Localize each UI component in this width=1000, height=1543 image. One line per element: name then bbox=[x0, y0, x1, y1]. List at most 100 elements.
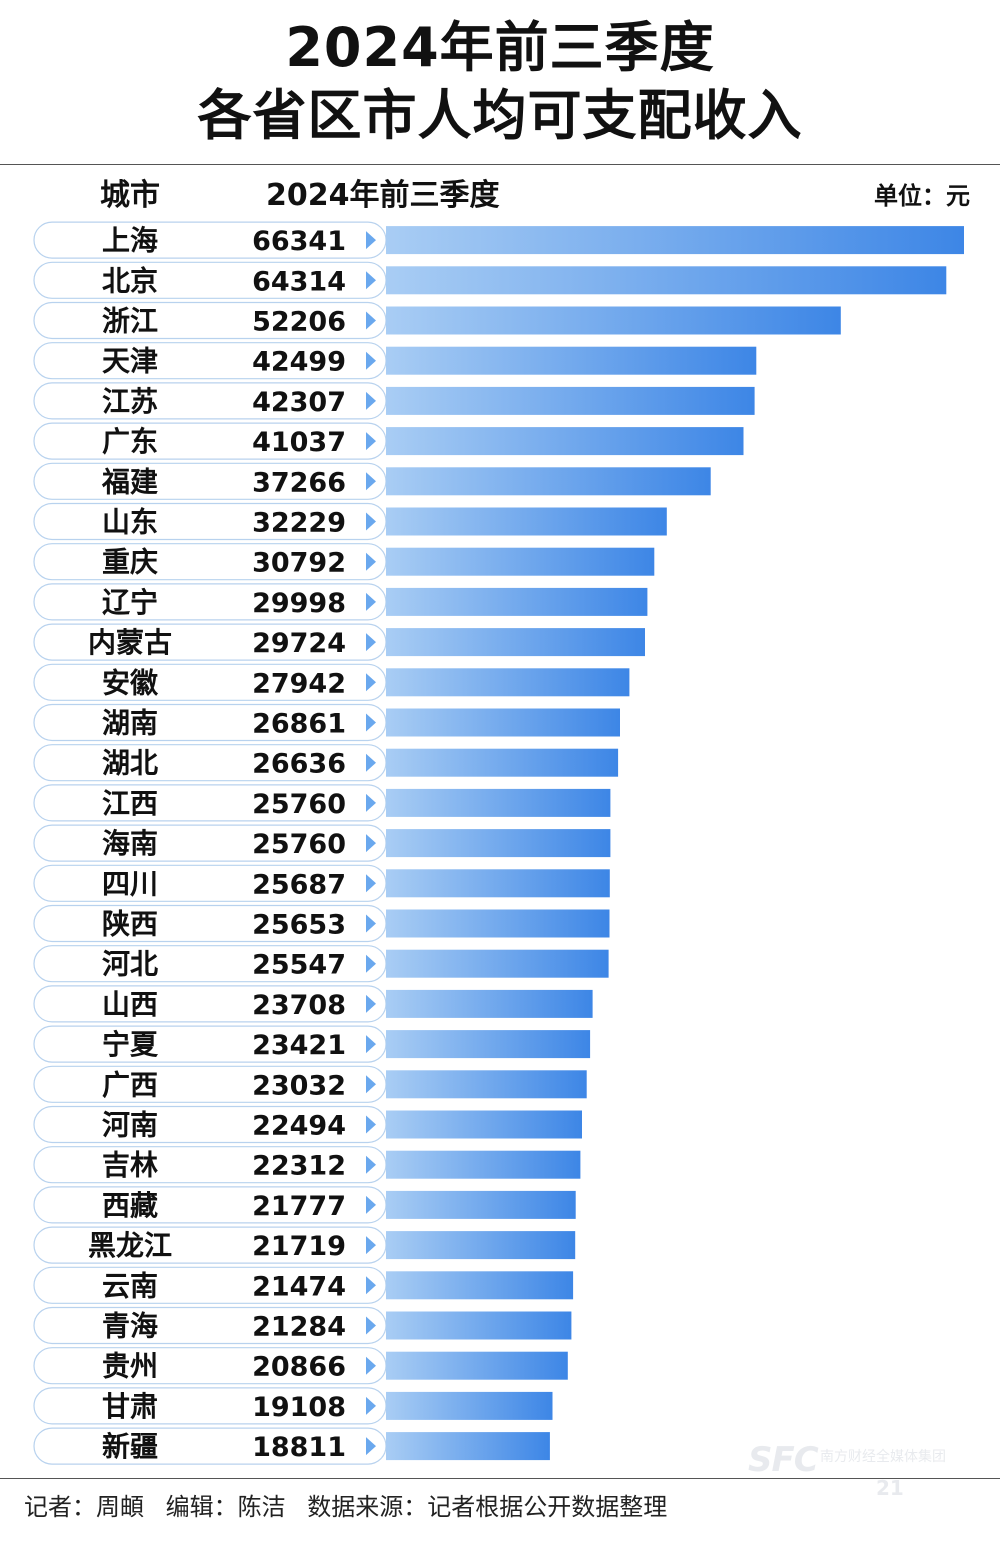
value-label: 30792 bbox=[252, 548, 346, 579]
category-label: 辽宁 bbox=[102, 586, 158, 619]
value-label: 22312 bbox=[252, 1151, 346, 1182]
bar bbox=[386, 587, 648, 616]
category-label: 海南 bbox=[102, 827, 158, 860]
bar bbox=[386, 788, 611, 817]
bar bbox=[386, 829, 611, 858]
credits-footer: 记者：周頔 编辑：陈洁 数据来源：记者根据公开数据整理 bbox=[24, 1490, 681, 1524]
publisher-watermark-logo: SFC 南方财经全媒体集团 21 bbox=[748, 1440, 946, 1500]
row-arrow-icon bbox=[366, 834, 376, 853]
row-arrow-icon bbox=[366, 753, 376, 772]
bar bbox=[386, 949, 609, 978]
row-arrow-icon bbox=[366, 552, 376, 571]
category-label: 吉林 bbox=[102, 1149, 158, 1182]
unit-label: 单位：元 bbox=[874, 182, 970, 210]
category-label: 四川 bbox=[102, 867, 158, 900]
category-label: 内蒙古 bbox=[88, 626, 172, 659]
data-source-credit: 数据来源：记者根据公开数据整理 bbox=[307, 1493, 668, 1521]
value-label: 20866 bbox=[252, 1352, 346, 1383]
row-arrow-icon bbox=[366, 351, 376, 370]
bar bbox=[386, 628, 645, 657]
bar bbox=[386, 1311, 572, 1340]
category-label: 安徽 bbox=[102, 666, 159, 699]
value-label: 23708 bbox=[252, 990, 346, 1021]
value-label: 19108 bbox=[252, 1392, 346, 1423]
category-label: 陕西 bbox=[102, 908, 158, 941]
category-label: 青海 bbox=[102, 1310, 158, 1343]
title-line-2: 各省区市人均可支配收入 bbox=[197, 84, 803, 147]
value-label: 29724 bbox=[252, 628, 346, 659]
category-label: 广西 bbox=[102, 1068, 158, 1101]
value-label: 21777 bbox=[252, 1191, 346, 1222]
category-label: 湖北 bbox=[102, 747, 158, 780]
row-arrow-icon bbox=[366, 1195, 376, 1214]
value-label: 29998 bbox=[252, 588, 346, 619]
row-arrow-icon bbox=[366, 432, 376, 451]
category-label: 贵州 bbox=[102, 1350, 158, 1383]
category-label: 江苏 bbox=[102, 385, 158, 418]
row-arrow-icon bbox=[366, 633, 376, 652]
category-label: 天津 bbox=[102, 345, 158, 378]
value-label: 66341 bbox=[252, 226, 346, 257]
bar bbox=[386, 668, 630, 697]
category-label: 浙江 bbox=[102, 305, 158, 338]
value-label: 22494 bbox=[252, 1111, 346, 1142]
category-label: 北京 bbox=[102, 264, 158, 297]
category-label: 上海 bbox=[102, 224, 158, 257]
bar bbox=[386, 346, 757, 375]
category-label: 黑龙江 bbox=[88, 1229, 172, 1262]
category-label: 山西 bbox=[102, 988, 158, 1021]
row-arrow-icon bbox=[366, 472, 376, 491]
value-label: 52206 bbox=[252, 307, 346, 338]
category-label: 甘肃 bbox=[102, 1390, 158, 1423]
bar bbox=[386, 1391, 553, 1420]
bar bbox=[386, 386, 755, 415]
value-label: 42307 bbox=[252, 387, 346, 418]
row-arrow-icon bbox=[366, 1075, 376, 1094]
bar bbox=[386, 1271, 574, 1300]
category-label: 河北 bbox=[102, 948, 158, 981]
bar bbox=[386, 869, 610, 898]
category-label: 福建 bbox=[101, 465, 158, 498]
row-arrow-icon bbox=[366, 1316, 376, 1335]
value-label: 23421 bbox=[252, 1030, 346, 1061]
category-label: 云南 bbox=[102, 1269, 158, 1302]
category-label: 广东 bbox=[102, 425, 158, 458]
row-arrow-icon bbox=[366, 673, 376, 692]
bar bbox=[386, 909, 610, 938]
value-label: 37266 bbox=[252, 467, 346, 498]
value-label: 18811 bbox=[252, 1432, 346, 1463]
value-label: 25547 bbox=[252, 950, 346, 981]
category-label: 宁夏 bbox=[102, 1028, 159, 1061]
value-label: 21284 bbox=[252, 1312, 346, 1343]
row-arrow-icon bbox=[366, 874, 376, 893]
category-label: 河南 bbox=[102, 1109, 158, 1142]
editor-credit: 编辑：陈洁 bbox=[165, 1493, 286, 1521]
value-label: 25653 bbox=[252, 910, 346, 941]
bar bbox=[386, 1030, 591, 1059]
value-label: 41037 bbox=[252, 427, 346, 458]
bar bbox=[386, 989, 593, 1018]
bar bbox=[386, 1190, 576, 1219]
row-arrow-icon bbox=[366, 592, 376, 611]
row-arrow-icon bbox=[366, 1396, 376, 1415]
city-column-header: 城市 bbox=[100, 178, 160, 213]
bar bbox=[386, 507, 667, 536]
value-label: 26636 bbox=[252, 749, 346, 780]
bottom-divider bbox=[0, 1478, 1000, 1479]
bar bbox=[386, 547, 655, 576]
bar bbox=[386, 226, 964, 255]
value-label: 25760 bbox=[252, 829, 346, 860]
bar bbox=[386, 748, 619, 777]
category-label: 江西 bbox=[102, 787, 158, 820]
value-label: 27942 bbox=[252, 668, 346, 699]
category-label: 湖南 bbox=[102, 707, 158, 740]
income-bar-chart: 上海 66341 北京 64314 浙江 52206 天津 42499 江苏 42307 广东 410… bbox=[33, 221, 964, 1465]
title-line-1: 2024年前三季度 bbox=[285, 16, 715, 79]
bar bbox=[386, 1231, 576, 1260]
period-column-header: 2024年前三季度 bbox=[266, 178, 500, 213]
row-arrow-icon bbox=[366, 994, 376, 1013]
top-divider bbox=[0, 164, 1000, 165]
row-arrow-icon bbox=[366, 914, 376, 933]
value-label: 21719 bbox=[252, 1231, 346, 1262]
row-arrow-icon bbox=[366, 713, 376, 732]
